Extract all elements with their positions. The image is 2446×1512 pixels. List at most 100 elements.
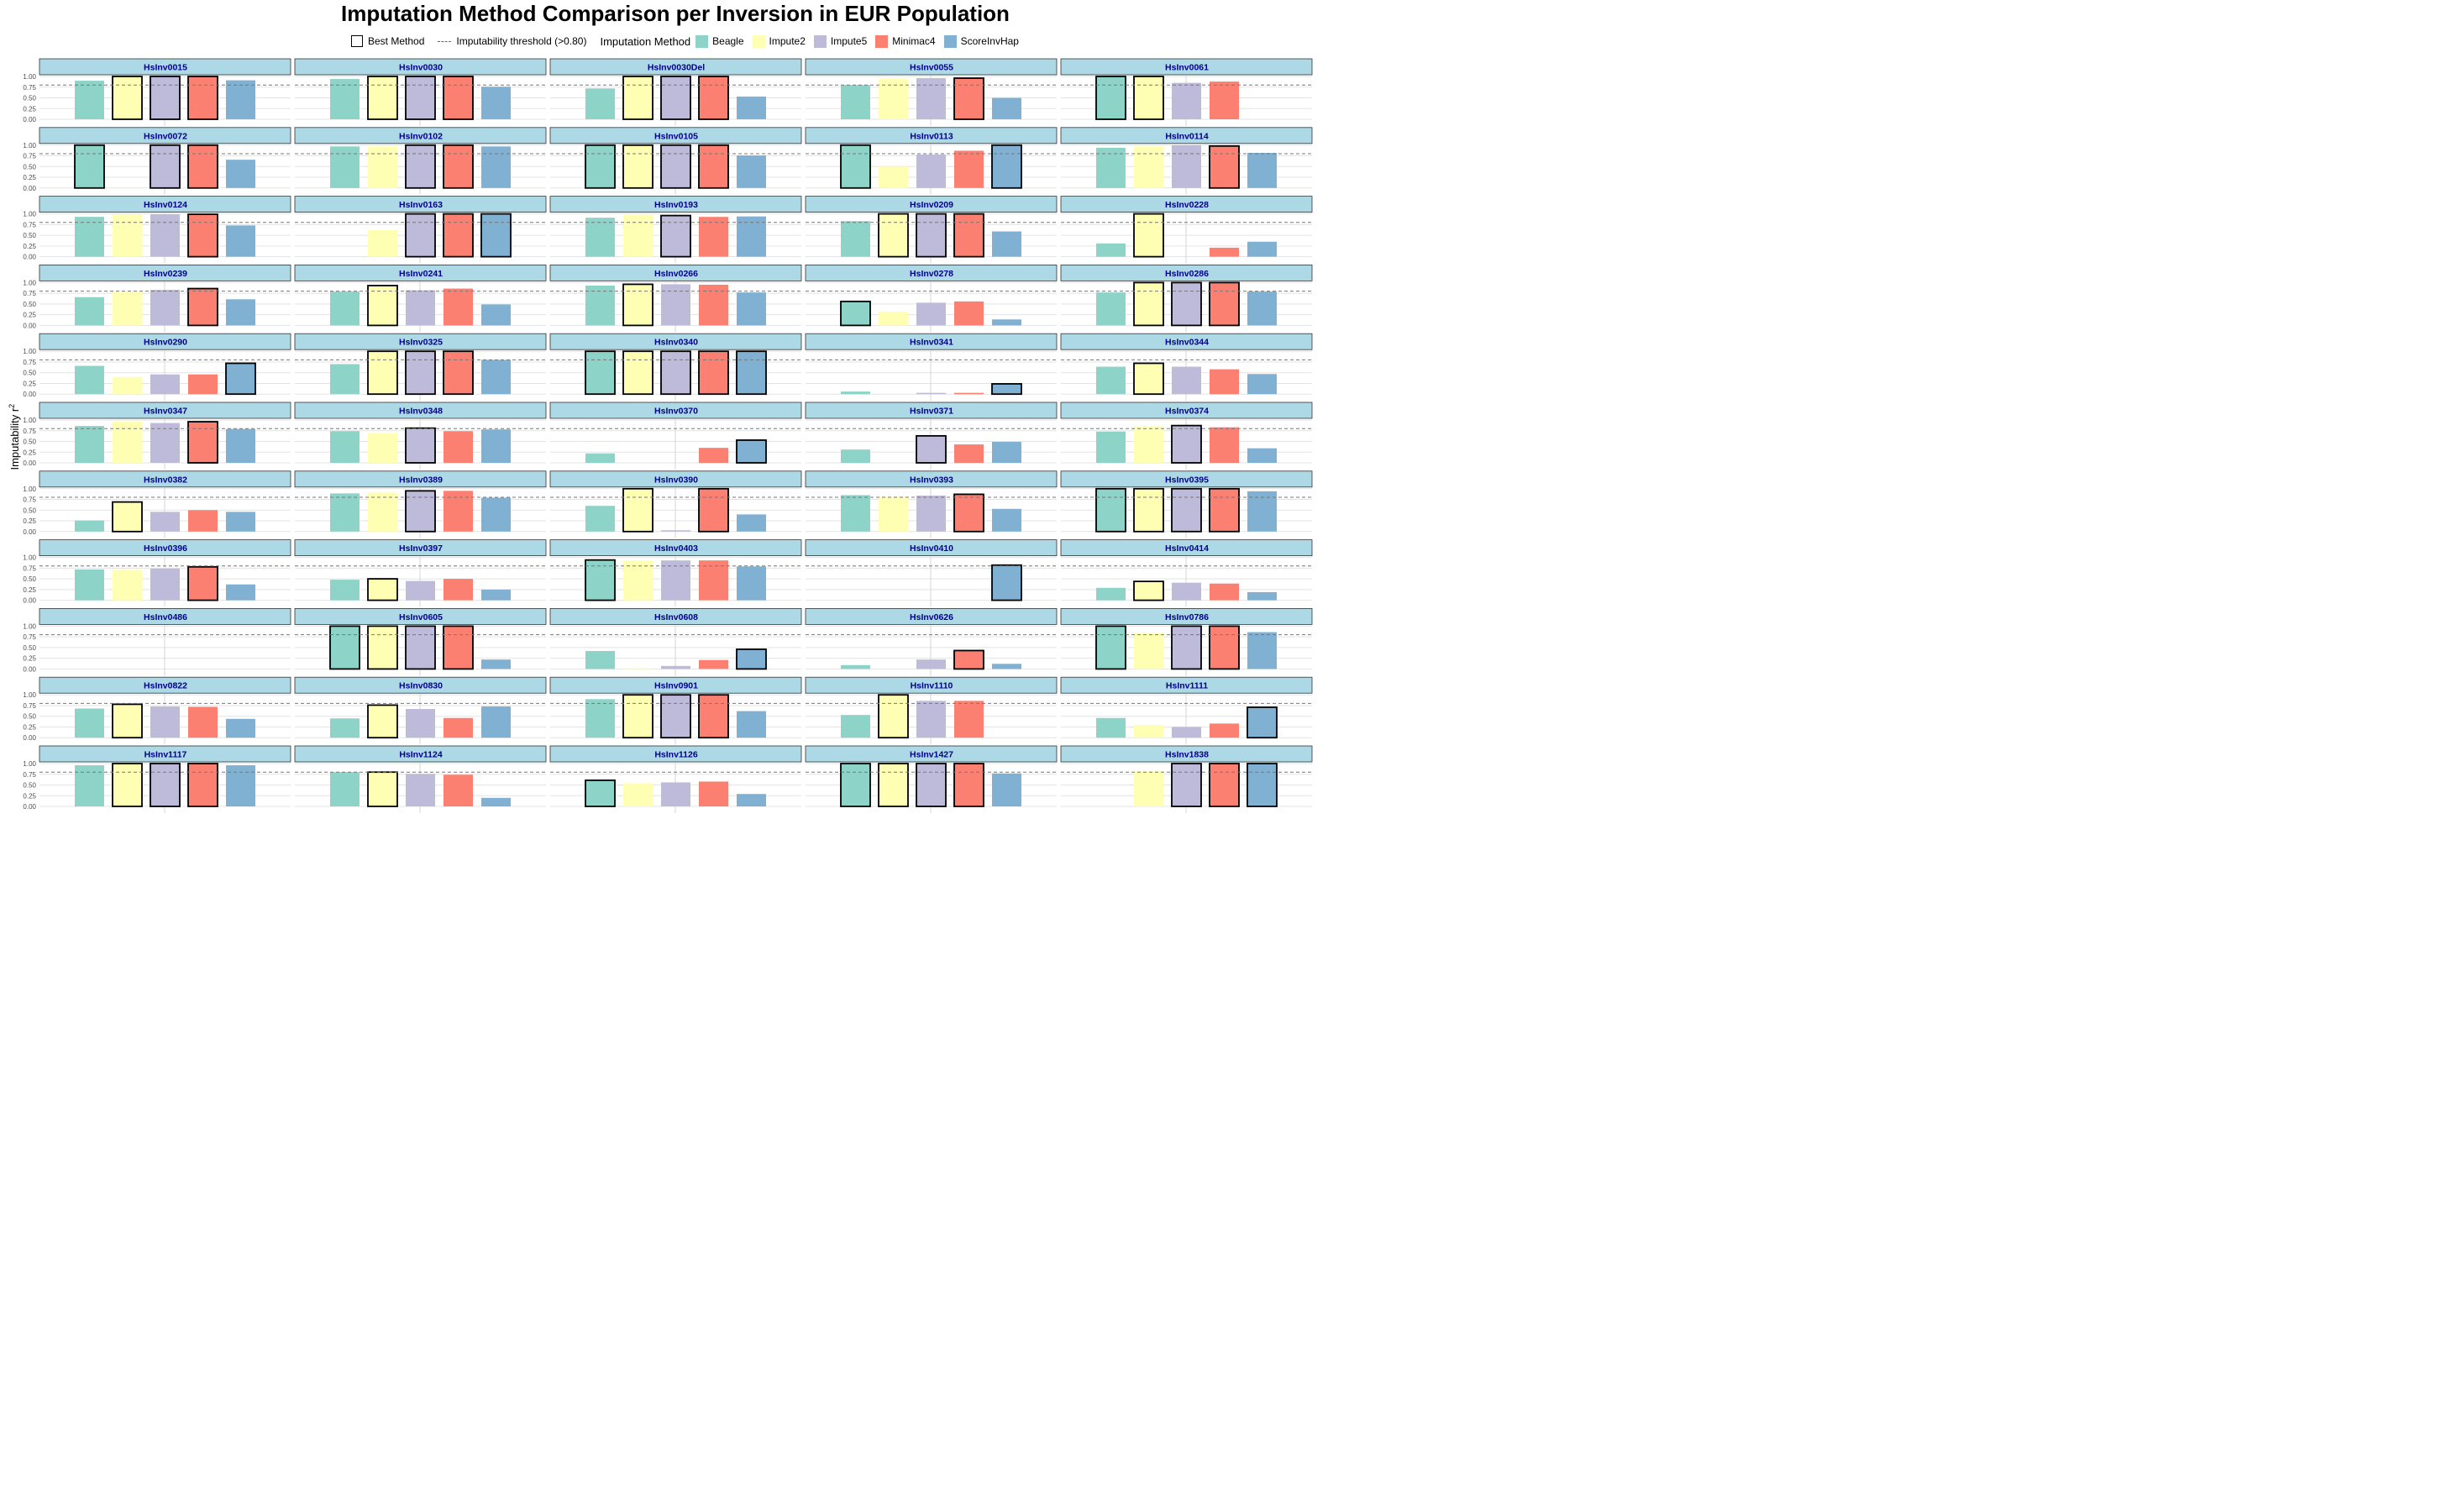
- bar-best-minimac4: [1209, 487, 1240, 533]
- facet-strip: [39, 539, 291, 556]
- facet-strip: [1060, 402, 1313, 419]
- y-tick-label: 0.25: [23, 380, 36, 387]
- bar-best-minimac4: [1209, 763, 1240, 807]
- bar-scoreinvhap: [1247, 491, 1277, 532]
- facet-strip: [294, 196, 547, 213]
- facet-panel: HsInv0102: [294, 127, 547, 195]
- bar-best-impute5: [405, 144, 436, 189]
- bar-best-minimac4: [953, 649, 984, 670]
- y-tick-label: 1.00: [23, 348, 36, 355]
- bar-minimac4: [699, 448, 728, 463]
- chart-title: Imputation Method Comparison per Inversi…: [341, 1, 1010, 26]
- facet-panel: HsInv0374: [1060, 402, 1313, 470]
- facet-panel: HsInv1117 0.00 0.25 0.50 0.75 1.00: [23, 745, 291, 813]
- facet-strip-label: HsInv0347: [144, 407, 187, 417]
- bar-impute5: [406, 290, 435, 326]
- bar-impute5: [150, 374, 180, 395]
- bar-best-impute2: [1133, 362, 1164, 396]
- facet-panel: HsInv0015 0.00 0.25 0.50 0.75 1.00: [23, 58, 291, 126]
- facet-strip: [549, 402, 802, 419]
- bar-impute5: [661, 665, 690, 669]
- bar-impute2: [113, 570, 142, 601]
- facet-strip: [805, 402, 1058, 419]
- bar-best-impute2: [622, 144, 653, 189]
- bar-minimac4: [188, 510, 218, 532]
- bar-best-minimac4: [443, 76, 474, 120]
- y-tick-label: 0.00: [23, 322, 36, 329]
- bar-best-minimac4: [953, 213, 984, 258]
- facet-strip-label: HsInv0163: [399, 200, 443, 210]
- bar-minimac4: [699, 217, 728, 257]
- facet-strip: [294, 676, 547, 694]
- facet-strip: [549, 333, 802, 350]
- bar-scoreinvhap: [226, 512, 255, 532]
- bar-beagle: [1096, 717, 1126, 738]
- bar-scoreinvhap: [481, 797, 511, 806]
- facet-strip: [549, 264, 802, 281]
- legend-swatch-minimac4: [875, 34, 889, 48]
- facet-panel: HsInv1126: [549, 745, 802, 813]
- bar-best-minimac4: [187, 76, 218, 120]
- bar-scoreinvhap: [737, 514, 766, 532]
- bar-best-minimac4: [187, 144, 218, 189]
- facet-strip-label: HsInv0344: [1165, 338, 1209, 348]
- facet-strip: [549, 539, 802, 556]
- bar-best-impute5: [405, 213, 436, 258]
- facet-panel: HsInv0348: [294, 402, 547, 470]
- bar-scoreinvhap: [737, 292, 766, 326]
- bar-best-impute5: [916, 434, 947, 464]
- bar-best-minimac4: [698, 694, 729, 739]
- facet-panel: HsInv0393: [805, 470, 1058, 538]
- bar-impute5: [1172, 582, 1201, 601]
- bar-scoreinvhap: [481, 429, 511, 463]
- bar-beagle: [75, 217, 104, 257]
- legend-label-scoreinvhap: ScoreInvHap: [960, 35, 1019, 47]
- facet-strip-label: HsInv0228: [1165, 200, 1209, 210]
- legend-threshold: Imputability threshold (>0.80): [433, 35, 586, 47]
- bar-impute5: [1172, 727, 1201, 738]
- bar-impute2: [368, 492, 397, 532]
- bar-beagle: [330, 431, 360, 463]
- y-tick-label: 0.25: [23, 723, 36, 731]
- facet-strip-label: HsInv0113: [910, 131, 953, 141]
- y-tick-label: 0.75: [23, 428, 36, 435]
- facet-strip-label: HsInv0266: [654, 269, 698, 279]
- bar-best-impute5: [1171, 625, 1202, 670]
- facet-panel: HsInv0266: [549, 264, 802, 333]
- bar-scoreinvhap: [1247, 632, 1277, 669]
- bar-best-impute5: [660, 214, 691, 258]
- bar-impute5: [150, 512, 180, 532]
- legend-swatch-impute2: [752, 34, 765, 48]
- bar-best-impute5: [150, 144, 181, 189]
- facet-panel: HsInv0228: [1060, 196, 1313, 264]
- bar-best-scoreinvhap: [480, 213, 512, 258]
- facet-strip-label: HsInv0105: [654, 131, 698, 141]
- facet-grid: HsInv0015 0.00 0.25 0.50 0.75 1.00 HsInv0030 Hs…: [23, 58, 1313, 813]
- facet-panel: HsInv1124: [294, 745, 547, 813]
- facet-strip: [805, 264, 1058, 281]
- bar-beagle: [585, 285, 615, 326]
- bar-impute5: [916, 701, 946, 738]
- y-tick-label: 0.50: [23, 163, 36, 171]
- bar-scoreinvhap: [481, 659, 511, 669]
- bar-minimac4: [699, 560, 728, 601]
- bar-best-impute2: [878, 763, 909, 807]
- legend-swatch-beagle: [695, 34, 709, 48]
- bar-best-minimac4: [698, 350, 729, 396]
- legend-label-impute2: Impute2: [769, 35, 806, 47]
- bar-best-impute2: [878, 694, 909, 739]
- facet-strip: [294, 264, 547, 281]
- bar-best-impute2: [622, 350, 653, 396]
- bar-best-minimac4: [443, 213, 474, 258]
- bar-best-impute5: [660, 694, 691, 739]
- bar-best-impute2: [112, 763, 143, 807]
- facet-panel: HsInv1110: [805, 676, 1058, 745]
- facet-strip-label: HsInv1111: [1166, 681, 1208, 691]
- bar-beagle: [75, 426, 104, 463]
- facet-panel: HsInv1111: [1060, 676, 1313, 745]
- bar-best-minimac4: [953, 763, 984, 807]
- bar-best-impute5: [660, 76, 691, 120]
- bar-best-impute2: [367, 704, 398, 739]
- facet-strip: [805, 127, 1058, 144]
- facet-strip: [1060, 539, 1313, 556]
